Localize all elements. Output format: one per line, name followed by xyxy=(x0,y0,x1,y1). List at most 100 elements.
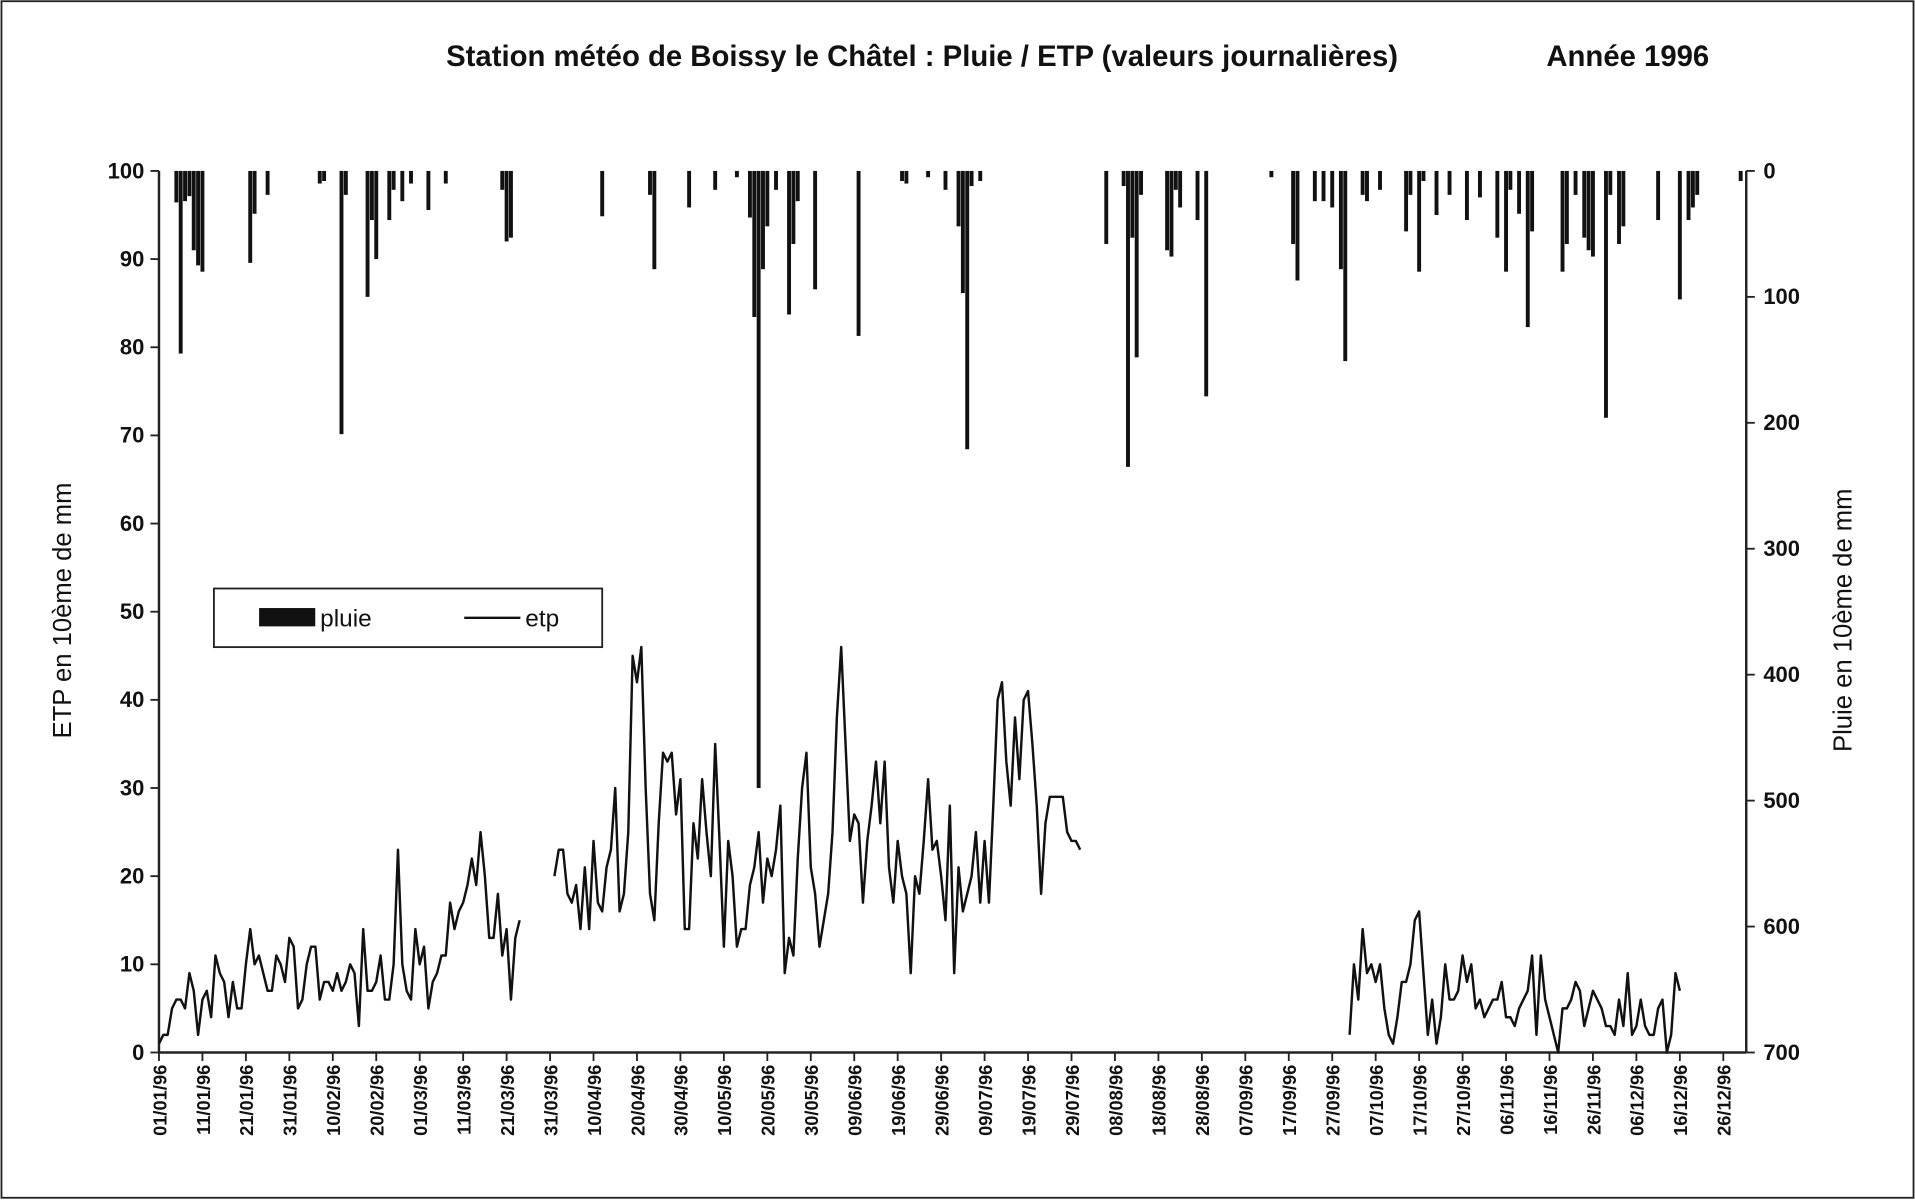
y2-tick-label: 300 xyxy=(1763,536,1800,561)
x-tick-label: 01/03/96 xyxy=(410,1065,431,1136)
y-tick-label: 100 xyxy=(108,158,145,183)
rain-bar xyxy=(652,170,657,270)
rain-bar xyxy=(1126,170,1130,467)
rain-bar xyxy=(1365,170,1369,202)
rain-bar xyxy=(443,170,448,184)
rain-bar xyxy=(1690,170,1695,208)
rain-bar xyxy=(795,170,800,202)
x-tick-label: 20/04/96 xyxy=(627,1065,648,1136)
rain-bar xyxy=(1525,170,1530,328)
rain-bar xyxy=(409,170,413,184)
rain-bar xyxy=(508,170,513,238)
rain-bar xyxy=(365,170,370,297)
rain-bar xyxy=(687,170,692,208)
rain-bar xyxy=(965,170,970,450)
rain-bar xyxy=(317,170,322,184)
rain-bar xyxy=(1338,170,1343,270)
rain-bar xyxy=(1434,170,1439,216)
x-tick-label: 19/06/96 xyxy=(888,1065,909,1136)
rain-bar xyxy=(200,170,205,272)
y-tick-label: 80 xyxy=(120,335,144,360)
rain-bar xyxy=(1478,170,1482,198)
x-tick-label: 06/12/96 xyxy=(1627,1065,1648,1136)
x-tick-label: 28/08/96 xyxy=(1192,1065,1213,1136)
y-tick-label: 20 xyxy=(120,863,144,888)
rain-bar xyxy=(765,170,770,227)
x-tick-label: 07/10/96 xyxy=(1366,1065,1387,1136)
rain-bar xyxy=(248,170,253,263)
rain-bar xyxy=(1508,170,1513,190)
x-tick-label: 19/07/96 xyxy=(1018,1065,1039,1136)
y-tick-label: 60 xyxy=(120,511,144,536)
y-tick-label: 50 xyxy=(120,599,144,624)
rain-bar xyxy=(1404,170,1409,232)
rain-bar xyxy=(1504,170,1508,272)
rain-bar xyxy=(956,170,961,227)
rain-bar xyxy=(400,170,405,202)
rain-bar xyxy=(1173,170,1178,190)
rain-bar xyxy=(1695,170,1700,195)
rain-bar xyxy=(1139,170,1143,195)
x-tick-label: 07/09/96 xyxy=(1236,1065,1257,1136)
x-tick-label: 11/03/96 xyxy=(453,1065,474,1135)
rain-bar xyxy=(1517,170,1522,214)
x-tick-label: 16/11/96 xyxy=(1540,1065,1561,1135)
chart-subtitle: Année 1996 xyxy=(1546,40,1709,73)
rain-bar xyxy=(1360,170,1365,195)
y-tick-label: 70 xyxy=(120,423,144,448)
rain-bar xyxy=(252,170,257,214)
x-tick-label: 27/09/96 xyxy=(1323,1065,1344,1136)
rain-bar xyxy=(387,170,392,221)
rain-bar xyxy=(1408,170,1413,195)
y2-tick-label: 600 xyxy=(1763,914,1800,939)
rain-bar xyxy=(1564,170,1569,244)
rain-bar xyxy=(1608,170,1613,195)
rain-bar xyxy=(369,170,374,221)
y2-tick-label: 700 xyxy=(1763,1040,1800,1065)
rain-bar xyxy=(191,170,196,251)
rain-bar xyxy=(1417,170,1422,272)
rain-bar xyxy=(183,170,188,202)
rain-bar xyxy=(322,170,327,182)
x-tick-label: 21/01/96 xyxy=(236,1065,257,1136)
x-tick-label: 17/10/96 xyxy=(1409,1065,1430,1136)
rain-bar xyxy=(787,170,792,315)
legend-label: pluie xyxy=(320,605,372,632)
y-tick-label: 0 xyxy=(132,1040,144,1065)
rain-bar xyxy=(1195,170,1200,221)
rain-bar xyxy=(1686,170,1691,221)
legend-swatch xyxy=(259,608,316,627)
rain-bar xyxy=(374,170,379,260)
rain-bar xyxy=(1590,170,1595,257)
x-tick-label: 10/05/96 xyxy=(714,1065,735,1136)
x-tick-label: 21/03/96 xyxy=(497,1065,518,1136)
rain-bar xyxy=(1530,170,1535,232)
x-tick-label: 30/04/96 xyxy=(671,1065,692,1136)
rain-bar xyxy=(1169,170,1174,257)
x-tick-label: 31/03/96 xyxy=(540,1065,561,1136)
x-tick-label: 09/06/96 xyxy=(845,1065,866,1136)
rain-bar xyxy=(734,170,739,178)
rain-bar xyxy=(747,170,752,218)
rain-bar xyxy=(904,170,909,184)
rain-bar xyxy=(1204,170,1209,397)
rain-bar xyxy=(187,170,192,197)
rain-bar xyxy=(1343,170,1348,362)
rain-bar xyxy=(504,170,509,242)
rain-bar xyxy=(1495,170,1500,238)
y2-tick-label: 500 xyxy=(1763,788,1800,813)
rain-bar xyxy=(756,170,761,789)
y-tick-label: 30 xyxy=(120,775,144,800)
rain-bar xyxy=(174,170,179,203)
rain-bar xyxy=(761,170,765,270)
rain-bar xyxy=(1330,170,1335,208)
x-tick-label: 27/10/96 xyxy=(1453,1065,1474,1136)
y2-tick-label: 100 xyxy=(1763,284,1800,309)
rain-bar xyxy=(648,170,652,195)
x-tick-label: 18/08/96 xyxy=(1149,1065,1170,1136)
rain-bar xyxy=(969,170,974,187)
x-tick-label: 20/02/96 xyxy=(367,1065,388,1136)
rain-bar xyxy=(600,170,605,217)
x-tick-label: 30/05/96 xyxy=(801,1065,822,1136)
